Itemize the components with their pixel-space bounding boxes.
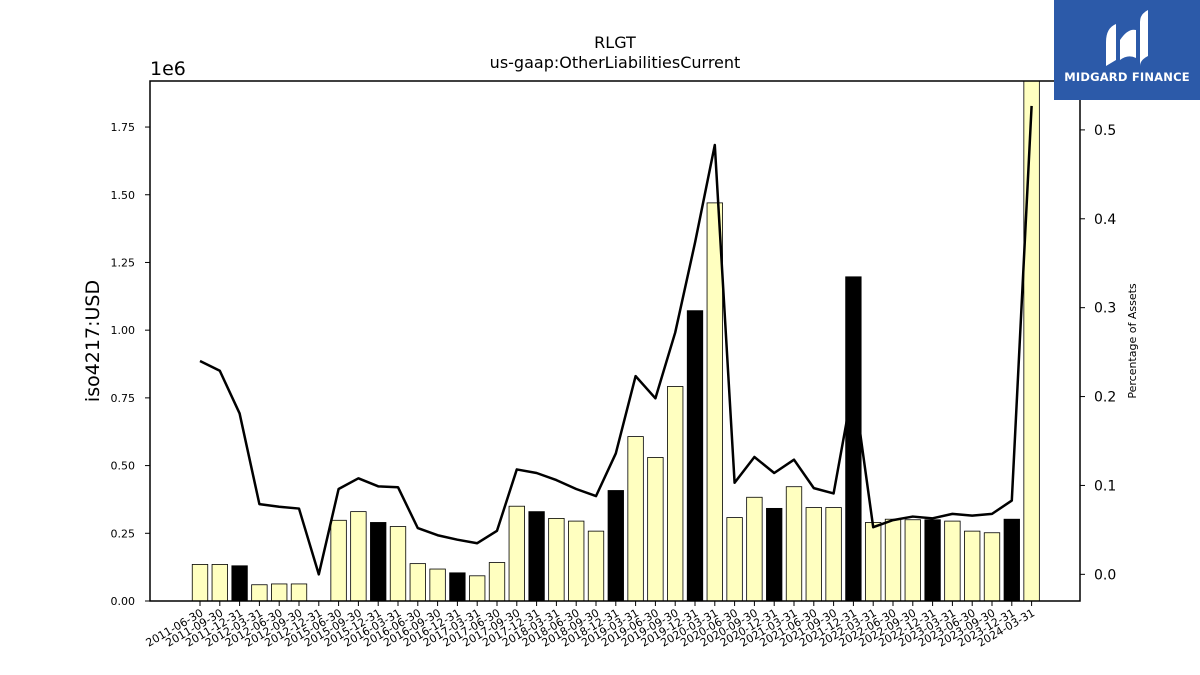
line-layer: [199, 105, 1033, 576]
y2-tick-label: 0.5: [1094, 123, 1116, 139]
bar-2016-12-31: [449, 572, 466, 602]
bar-2022-09-30: [904, 519, 921, 602]
bar-2020-06-30: [726, 517, 743, 602]
bar-2021-12-31: [845, 276, 862, 602]
bar-2011-12-31: [231, 565, 248, 602]
bar-2020-03-31: [706, 202, 723, 602]
bar-2023-03-31: [944, 520, 961, 602]
bar-2019-12-31: [686, 310, 704, 602]
bar-2016-03-31: [389, 526, 407, 602]
y2-tick-label: 0.0: [1094, 567, 1116, 583]
bar-2017-03-31: [469, 575, 486, 602]
bar-2015-06-30: [330, 519, 347, 602]
plot-frame: [149, 80, 1081, 602]
y2-tick-label: 0.1: [1094, 478, 1116, 494]
chart-title: RLGT: [594, 33, 636, 52]
y2-axis-label: Percentage of Assets: [1126, 283, 1139, 399]
bar-2012-09-30: [290, 583, 308, 602]
y-axis-label: iso4217:USD: [82, 280, 104, 402]
bar-2018-12-31: [607, 490, 624, 602]
bar-2016-06-30: [409, 563, 426, 602]
bar-2021-06-30: [805, 507, 822, 602]
chart-subtitle: us-gaap:OtherLiabilitiesCurrent: [490, 53, 741, 72]
bar-2023-09-30: [983, 532, 1001, 602]
bar-2016-09-30: [429, 568, 446, 602]
percentage-of-assets-line: [199, 105, 1033, 576]
bar-2011-06-30: [191, 564, 209, 602]
y-tick-label: 0.00: [111, 595, 136, 608]
bar-2017-09-30: [508, 505, 525, 602]
bar-2015-12-31: [370, 522, 387, 602]
brand-logo: MIDGARD FINANCE: [1054, 0, 1200, 100]
y2-axis-ticks: 0.0 0.1 0.2 0.3 0.4 0.5: [1080, 123, 1116, 583]
bars-layer: [191, 80, 1040, 602]
bar-2023-06-30: [964, 530, 981, 602]
midgard-logo-icon: [1106, 10, 1148, 66]
y-tick-label: 1.00: [111, 324, 136, 337]
y-tick-label: 0.50: [111, 460, 136, 473]
bar-2021-03-31: [785, 486, 803, 602]
y-tick-label: 0.25: [111, 527, 136, 540]
bar-2018-06-30: [568, 520, 585, 602]
y2-tick-label: 0.4: [1094, 212, 1116, 228]
bar-2022-03-31: [865, 522, 882, 602]
y2-tick-label: 0.3: [1094, 301, 1116, 317]
bar-2023-12-31: [1003, 518, 1020, 602]
bar-2018-03-31: [548, 518, 565, 602]
bar-2011-09-30: [211, 564, 228, 602]
bar-2021-09-30: [825, 507, 842, 602]
bar-2019-06-30: [647, 457, 664, 602]
y2-tick-label: 0.2: [1094, 390, 1116, 406]
y-tick-label: 1.75: [111, 121, 136, 134]
y-offset-text: 1e6: [150, 58, 186, 80]
y-tick-label: 1.25: [111, 256, 136, 269]
bar-2020-09-30: [746, 496, 763, 602]
bar-2022-12-31: [924, 519, 941, 602]
y-tick-label: 1.50: [111, 189, 136, 202]
bar-2012-03-31: [251, 584, 268, 602]
x-axis-ticks: 2011-06-302011-09-302011-12-312012-03-31…: [144, 601, 1037, 650]
bar-2019-03-31: [627, 436, 644, 602]
y-tick-label: 0.75: [111, 392, 136, 405]
bar-2022-06-30: [884, 518, 902, 602]
bar-2012-06-30: [271, 583, 288, 602]
bar-2018-09-30: [587, 530, 605, 602]
bar-2015-09-30: [350, 511, 367, 602]
brand-name: MIDGARD FINANCE: [1064, 70, 1190, 84]
bar-2017-12-31: [528, 511, 545, 602]
y-axis-ticks: 0.00 0.25 0.50 0.75 1.00 1.25 1.50 1.75: [111, 121, 150, 608]
bar-2019-09-30: [667, 386, 684, 602]
bar-2017-06-30: [488, 562, 506, 602]
bar-2024-03-31: [1023, 80, 1040, 602]
bar-2020-12-31: [766, 507, 783, 602]
